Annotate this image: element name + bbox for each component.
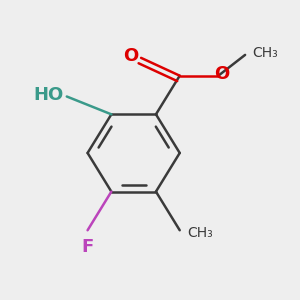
Text: CH₃: CH₃	[253, 46, 278, 60]
Text: HO: HO	[34, 86, 64, 104]
Text: CH₃: CH₃	[187, 226, 213, 240]
Text: O: O	[123, 47, 138, 65]
Text: F: F	[82, 238, 94, 256]
Text: O: O	[214, 65, 230, 83]
